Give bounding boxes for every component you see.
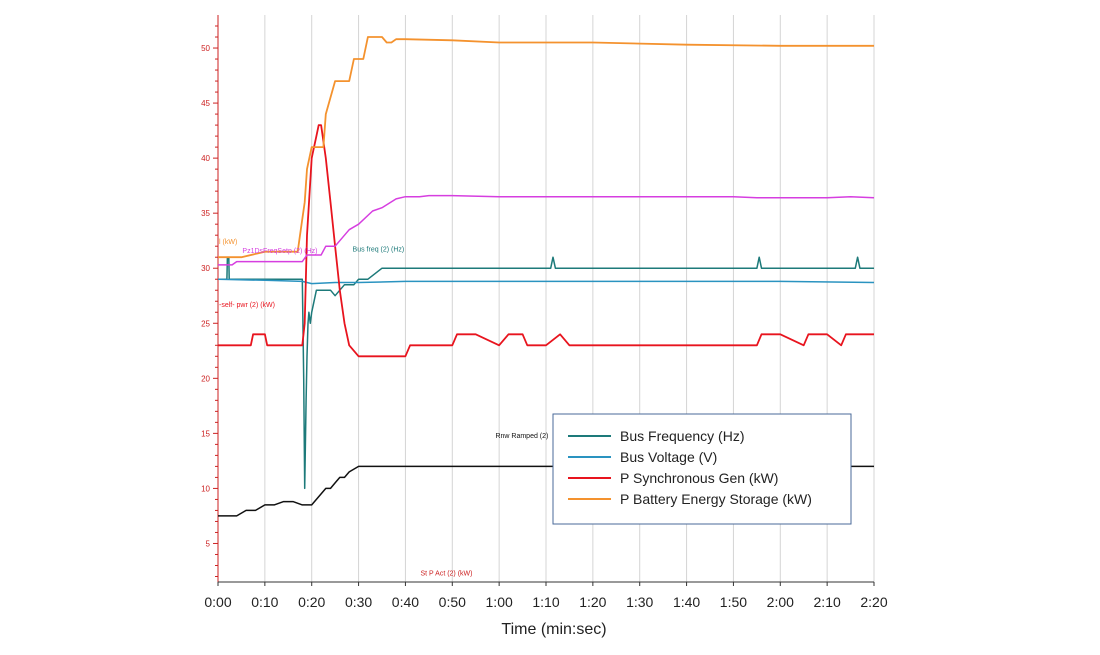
legend-label: P Battery Energy Storage (kW) — [620, 491, 812, 507]
y-tick-label: 15 — [201, 429, 210, 438]
y-tick-label: 40 — [201, 154, 210, 163]
legend-label: P Synchronous Gen (kW) — [620, 470, 778, 486]
y-tick-label: 30 — [201, 264, 210, 273]
x-tick-label: 1:00 — [486, 594, 513, 610]
chart-annotation: Rnw Ramped (2) — [495, 433, 548, 440]
y-tick-label: 20 — [201, 374, 210, 383]
series-line-5 — [218, 465, 874, 517]
x-tick-label: 0:10 — [251, 594, 278, 610]
x-tick-label: 1:20 — [579, 594, 606, 610]
series-lines — [217, 36, 875, 517]
legend-label: Bus Voltage (V) — [620, 449, 717, 465]
y-tick-label: 10 — [201, 484, 210, 493]
annotations: l (kW) Pz1DsFreqSetp (2) (Hz) Bus freq (2)… — [219, 239, 548, 577]
x-tick-label: 2:00 — [767, 594, 794, 610]
x-axis-title: Time (min:sec) — [501, 621, 606, 638]
chart-annotation: Pz1DsFreqSetp (2) (Hz) — [242, 248, 317, 255]
y-axis: 5 10 15 20 25 30 35 40 45 50 — [201, 15, 219, 582]
y-tick-label: 5 — [206, 539, 211, 548]
x-tick-label: 1:30 — [626, 594, 653, 610]
x-tick-label: 1:50 — [720, 594, 747, 610]
x-axis: 0:00 0:10 0:20 0:30 0:40 0:50 1:00 1:10 1:20 1:30… — [204, 581, 888, 610]
chart-annotation: l (kW) — [219, 239, 237, 246]
y-tick-label: 45 — [201, 99, 210, 108]
x-tick-label: 2:20 — [860, 594, 887, 610]
legend-label: Bus Frequency (Hz) — [620, 428, 744, 444]
chart-annotation: Bus freq (2) (Hz) — [353, 247, 405, 254]
y-tick-label: 25 — [201, 319, 210, 328]
series-line-3 — [218, 36, 874, 259]
y-tick-label: 50 — [201, 44, 210, 53]
legend-box — [552, 413, 852, 525]
chart-annotation: St P Act (2) (kW) — [420, 570, 472, 577]
x-tick-label: 0:20 — [298, 594, 325, 610]
x-tick-label: 0:40 — [392, 594, 419, 610]
chart-annotation: -self- pwr (2) (kW) — [219, 302, 275, 309]
x-tick-label: 0:00 — [204, 594, 231, 610]
legend: Bus Frequency (Hz) Bus Voltage (V) P Synch… — [552, 413, 852, 525]
series-line-4 — [218, 194, 875, 266]
series-line-1 — [217, 278, 875, 285]
x-tick-label: 1:10 — [532, 594, 559, 610]
x-tick-label: 0:50 — [439, 594, 466, 610]
series-line-2 — [218, 124, 874, 358]
x-tick-label: 1:40 — [673, 594, 700, 610]
x-tick-label: 0:30 — [345, 594, 372, 610]
series-line-0 — [218, 256, 874, 490]
x-tick-label: 2:10 — [814, 594, 841, 610]
y-tick-label: 35 — [201, 209, 210, 218]
